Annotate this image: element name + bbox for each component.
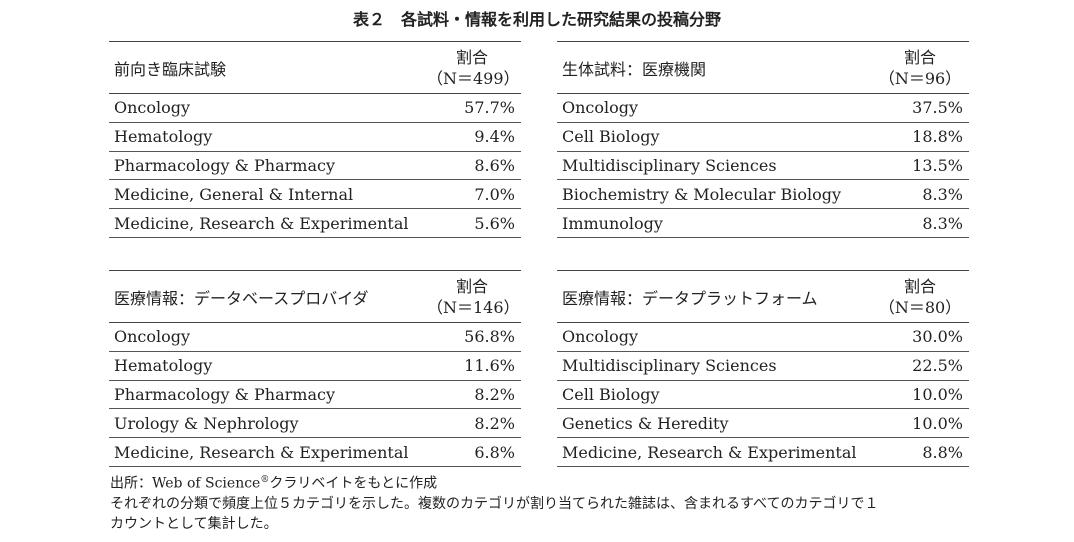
table-row: Oncology 37.5% — [557, 94, 969, 123]
field-ratio: 9.4% — [474, 127, 515, 147]
field-table: 前向き臨床試験 割合 （N＝499） Oncology 57.7% Hematology 9… — [109, 41, 521, 238]
field-ratio: 7.0% — [474, 184, 515, 204]
ratio-header: 割合 （N＝80） — [878, 276, 962, 317]
footnote: 出所：Web of Science®クラリベイトをもとに作成 それぞれの分類で頻… — [110, 470, 878, 534]
field-name: Multidisciplinary Sciences — [562, 155, 777, 175]
table-row: Multidisciplinary Sciences 22.5% — [557, 351, 969, 381]
table-row: Oncology 30.0% — [557, 323, 969, 352]
table-row: Cell Biology 10.0% — [557, 380, 969, 409]
field-name: Cell Biology — [562, 384, 660, 404]
field-ratio: 8.8% — [922, 442, 963, 462]
field-name: Hematology — [114, 356, 213, 376]
table-row: Oncology 57.7% — [109, 94, 521, 123]
field-name: Oncology — [114, 98, 191, 118]
field-ratio: 8.3% — [922, 213, 963, 233]
field-name: Medicine, Research & Experimental — [114, 442, 409, 462]
field-name: Oncology — [562, 327, 639, 347]
field-name: Oncology — [114, 327, 191, 347]
table-row: Genetics & Heredity 10.0% — [557, 409, 969, 438]
field-name: Medicine, General & Internal — [114, 184, 354, 204]
source-note: 出所：Web of Science®クラリベイトをもとに作成 — [110, 475, 438, 492]
field-ratio: 13.5% — [912, 155, 963, 175]
field-ratio: 6.8% — [474, 442, 515, 462]
method-note-cont: カウントとして集計した。 — [110, 515, 278, 532]
table-heading: 医療情報：データベースプロバイダ — [114, 288, 369, 308]
table-row: Hematology 9.4% — [109, 122, 521, 152]
table-row: Cell Biology 18.8% — [557, 122, 969, 152]
ratio-header: 割合 （N＝146） — [427, 276, 520, 317]
table-heading: 前向き臨床試験 — [114, 59, 227, 79]
field-ratio: 30.0% — [912, 327, 963, 347]
field-name: Cell Biology — [562, 127, 660, 147]
table-row: Oncology 56.8% — [109, 323, 521, 352]
table-row: Urology & Nephrology 8.2% — [109, 409, 521, 438]
field-ratio: 57.7% — [464, 98, 515, 118]
field-name: Multidisciplinary Sciences — [562, 356, 777, 376]
field-ratio: 10.0% — [912, 413, 963, 433]
table-header: 生体試料：医療機関 割合 （N＝96） — [557, 41, 969, 94]
table-heading: 医療情報：データプラットフォーム — [562, 288, 818, 308]
table-row: Biochemistry & Molecular Biology 8.3% — [557, 180, 969, 209]
field-name: Immunology — [562, 213, 663, 233]
field-name: Genetics & Heredity — [562, 413, 729, 433]
field-name: Hematology — [114, 127, 213, 147]
field-table: 生体試料：医療機関 割合 （N＝96） Oncology 37.5% Cell Biolo… — [557, 41, 969, 238]
field-table: 医療情報：データプラットフォーム 割合 （N＝80） Oncology 30.0% Mul… — [557, 270, 969, 467]
field-ratio: 8.3% — [922, 184, 963, 204]
field-ratio: 22.5% — [912, 356, 963, 376]
table-caption: 表２ 各試料・情報を利用した研究結果の投稿分野 — [352, 10, 721, 29]
ratio-header: 割合 （N＝499） — [427, 47, 520, 88]
method-note: それぞれの分類で頻度上位５カテゴリを示した。複数のカテゴリが割り当てられた雑誌は… — [110, 495, 879, 512]
table-row: Pharmacology & Pharmacy 8.6% — [109, 151, 521, 180]
table-row: Multidisciplinary Sciences 13.5% — [557, 151, 969, 180]
table-row: Pharmacology & Pharmacy 8.2% — [109, 380, 521, 409]
field-name: Medicine, Research & Experimental — [562, 442, 857, 462]
table-row: Immunology 8.3% — [557, 209, 969, 238]
field-name: Urology & Nephrology — [114, 413, 299, 433]
table-row: Medicine, Research & Experimental 8.8% — [557, 438, 969, 467]
table-header: 医療情報：データプラットフォーム 割合 （N＝80） — [557, 270, 969, 323]
field-name: Biochemistry & Molecular Biology — [562, 184, 842, 204]
field-ratio: 56.8% — [464, 327, 515, 347]
table-heading: 生体試料：医療機関 — [562, 59, 707, 79]
table-row: Medicine, Research & Experimental 6.8% — [109, 438, 521, 467]
table-header: 前向き臨床試験 割合 （N＝499） — [109, 41, 521, 94]
ratio-header: 割合 （N＝96） — [878, 47, 962, 88]
field-table: 医療情報：データベースプロバイダ 割合 （N＝146） Oncology 56.8% He… — [109, 270, 521, 467]
field-ratio: 8.2% — [474, 413, 515, 433]
table-row: Medicine, Research & Experimental 5.6% — [109, 209, 521, 238]
field-name: Pharmacology & Pharmacy — [114, 384, 335, 404]
field-ratio: 11.6% — [464, 356, 515, 376]
field-name: Oncology — [562, 98, 639, 118]
field-name: Medicine, Research & Experimental — [114, 213, 409, 233]
table-row: Medicine, General & Internal 7.0% — [109, 180, 521, 209]
field-ratio: 5.6% — [474, 213, 515, 233]
field-ratio: 8.6% — [474, 155, 515, 175]
table-header: 医療情報：データベースプロバイダ 割合 （N＝146） — [109, 270, 521, 323]
field-ratio: 37.5% — [912, 98, 963, 118]
table-row: Hematology 11.6% — [109, 351, 521, 381]
field-ratio: 10.0% — [912, 384, 963, 404]
field-ratio: 18.8% — [912, 127, 963, 147]
field-name: Pharmacology & Pharmacy — [114, 155, 335, 175]
field-ratio: 8.2% — [474, 384, 515, 404]
